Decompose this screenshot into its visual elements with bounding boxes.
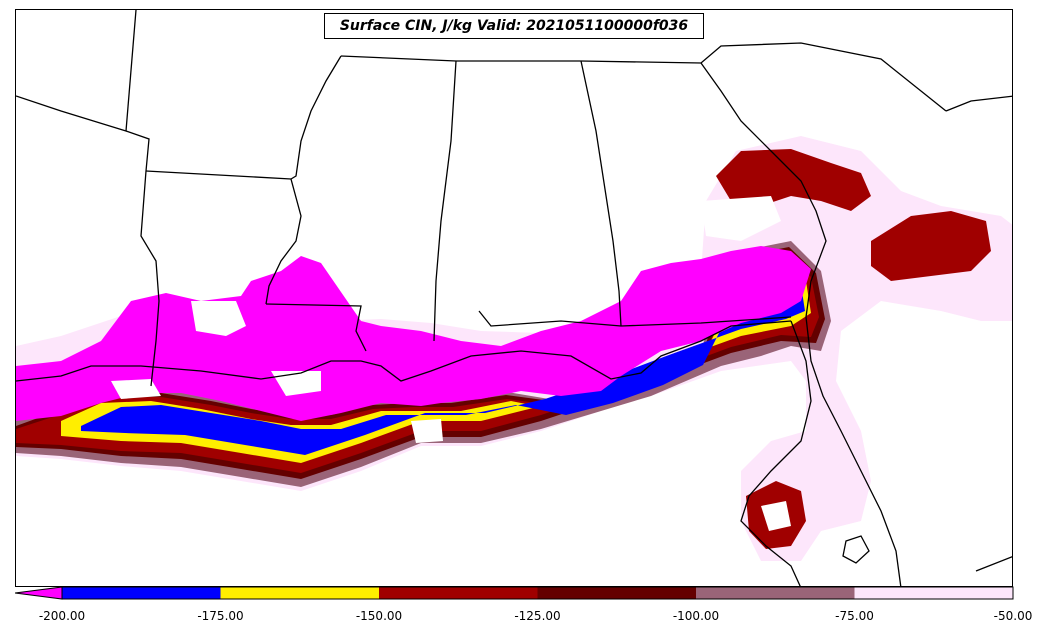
coast-gulf <box>16 320 792 382</box>
border-ms-al <box>433 60 457 342</box>
colorbar-bin-5 <box>854 587 1013 599</box>
border-ok-ar <box>125 10 137 132</box>
border-la-south <box>265 303 367 352</box>
lake-okeechobee <box>842 535 870 564</box>
cin-hole-6 <box>761 501 791 531</box>
state-borders <box>16 10 1012 586</box>
colorbar <box>15 586 1014 600</box>
cin-hole-2 <box>271 371 321 396</box>
cin-map <box>16 10 1012 586</box>
colorbar-tick-label: -175.00 <box>197 609 244 623</box>
border-ga-sc <box>700 62 827 318</box>
colorbar-tick-label: -75.00 <box>835 609 874 623</box>
cin-hole-3 <box>111 379 161 399</box>
colorbar-bin-4 <box>696 587 855 599</box>
colorbar-tick-label: -150.00 <box>355 609 403 623</box>
border-tx-la <box>140 170 160 387</box>
colorbar-tick-label: -100.00 <box>672 609 720 623</box>
border-ga-fl <box>478 310 792 327</box>
cuba-coast <box>975 556 1012 572</box>
border-al-ga <box>580 60 622 327</box>
colorbar-bin-1 <box>220 587 379 599</box>
border-tx-ar <box>16 95 150 172</box>
cin-hole-1 <box>191 301 246 336</box>
cin-contour-200-175 <box>81 265 805 455</box>
map-panel <box>15 9 1013 587</box>
colorbar-bin-2 <box>379 587 538 599</box>
coast-florida-east <box>805 316 902 586</box>
coast-florida-west <box>740 320 812 586</box>
colorbar-bins <box>62 587 1013 599</box>
coast-atlantic <box>945 95 1012 112</box>
colorbar-bin-0 <box>62 587 221 599</box>
cin-contour-east <box>871 211 991 281</box>
colorbar-tick-label: -125.00 <box>514 609 561 623</box>
cin-contour-ga-north <box>716 149 871 211</box>
map-title: Surface CIN, J/kg Valid: 2021051100000f0… <box>324 13 704 39</box>
cin-hole-5 <box>701 196 781 241</box>
border-north <box>340 42 947 112</box>
cin-contour-below-200 <box>16 246 811 421</box>
colorbar-tick-label: -200.00 <box>38 609 86 623</box>
colorbar-outline <box>61 586 1014 600</box>
colorbar-tick-label: -50.00 <box>993 609 1033 623</box>
border-ar-la <box>145 170 292 180</box>
colorbar-bin-3 <box>537 587 696 599</box>
border-ms-river <box>265 55 342 305</box>
cin-hole-4 <box>411 419 443 443</box>
colorbar-under-extension <box>15 586 63 600</box>
